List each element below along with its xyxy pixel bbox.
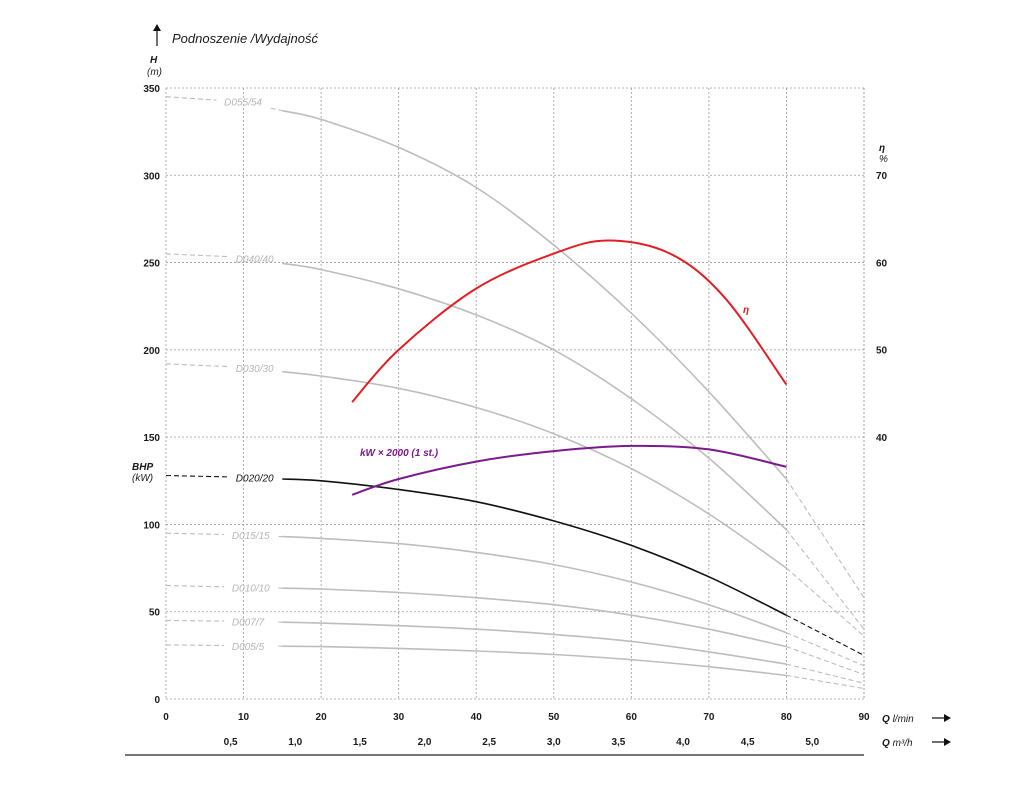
arrow-head-icon [944, 738, 951, 746]
y-tick-label: 0 [154, 695, 160, 706]
efficiency-label: η [743, 305, 749, 316]
curve-d055-54 [282, 109, 787, 480]
x-tick-label: 10 [238, 712, 250, 723]
chart-title: Podnoszenie /Wydajność [172, 31, 318, 46]
bhp-unit: (kW) [132, 473, 153, 484]
curve-label: D040/40 [236, 255, 274, 266]
curve-d010-10 [282, 587, 787, 648]
curve-label: D007/7 [232, 617, 265, 628]
y-tick-label: 250 [143, 259, 160, 270]
curve-d040-40-dash-left [165, 253, 229, 258]
labels: 0 50 100 150 200 250 300 350 40 50 60 70 0 10 20 30 40 50… [125, 24, 951, 756]
curve-d015-15 [282, 535, 787, 634]
curve-d055-54-dash-right [785, 478, 865, 599]
y2-axis-label: η [879, 143, 885, 154]
curve-d020-20 [282, 478, 787, 616]
x2-tick-label: 3,5 [611, 737, 625, 748]
y-axis-unit: (m) [147, 67, 162, 78]
curve-label: D030/30 [236, 364, 274, 375]
x-tick-label: 30 [393, 712, 405, 723]
curve-label: D005/5 [232, 642, 265, 653]
x-tick-label: 60 [626, 712, 638, 723]
x2-tick-label: 3,0 [547, 737, 561, 748]
curve-d015-15-dash-right [786, 632, 865, 667]
x-tick-label: 20 [316, 712, 328, 723]
y-tick-label: 200 [143, 346, 160, 357]
curve-efficiency [351, 239, 788, 403]
curve-d005-5 [282, 645, 787, 677]
arrow-head-icon [944, 714, 951, 722]
curve-d055-54-dash-mid [270, 107, 283, 112]
curves [165, 96, 865, 690]
x-tick-label: 70 [703, 712, 715, 723]
curve-d007-7-dash-left [165, 619, 225, 622]
curve-d020-20-dash-right [786, 614, 865, 656]
curve-label: D055/54 [224, 98, 262, 109]
x-tick-label: 40 [471, 712, 483, 723]
curve-d015-15-dash-left [165, 532, 225, 536]
x2-tick-label: 1,0 [288, 737, 302, 748]
arrow-head-icon [153, 24, 161, 31]
grid [165, 87, 865, 700]
curve-label: D010/10 [232, 583, 270, 594]
x2-tick-label: 2,5 [482, 737, 496, 748]
x2-tick-label: 4,5 [741, 737, 755, 748]
x-tick-label: 0 [163, 712, 169, 723]
curve-power [351, 444, 787, 496]
x2-tick-label: 0,5 [224, 737, 238, 748]
curve-d007-7 [282, 621, 787, 665]
y2-tick-label: 70 [876, 171, 888, 182]
curve-d010-10-dash-left [165, 584, 225, 588]
x-tick-label: 90 [858, 712, 870, 723]
x-axis-label: Q l/min [882, 714, 914, 725]
x2-axis-label: Q m³/h [882, 738, 913, 749]
power-label: kW × 2000 (1 st.) [360, 448, 439, 459]
x-tick-label: 50 [548, 712, 560, 723]
y-tick-label: 350 [143, 84, 160, 95]
y-tick-label: 150 [143, 433, 160, 444]
bhp-label: BHP [132, 462, 153, 473]
y2-tick-label: 40 [876, 433, 888, 444]
y-tick-label: 100 [143, 520, 160, 531]
curve-label: D020/20 [236, 474, 274, 485]
curve-d030-30-dash-right [786, 567, 865, 637]
y-tick-label: 300 [143, 171, 160, 182]
x2-tick-label: 4,0 [676, 737, 690, 748]
curve-d040-40 [282, 262, 787, 531]
curve-d010-10-dash-right [786, 646, 865, 676]
curve-label: D015/15 [232, 531, 270, 542]
x2-tick-label: 1,5 [353, 737, 367, 748]
curve-d020-20-dash-left [165, 474, 229, 478]
x2-tick-label: 2,0 [418, 737, 432, 748]
x-tick-label: 80 [781, 712, 793, 723]
y-axis-label: H [150, 55, 158, 66]
y-tick-label: 50 [149, 608, 161, 619]
x2-tick-label: 5,0 [805, 737, 819, 748]
curve-d005-5-dash-right [786, 674, 865, 690]
curve-d005-5-dash-left [165, 644, 225, 647]
curve-d055-54-dash-left [165, 96, 217, 101]
curve-d030-30 [282, 370, 787, 569]
curve-d007-7-dash-right [786, 663, 865, 684]
curve-d030-30-dash-left [165, 363, 229, 368]
curve-d040-40-dash-right [785, 529, 865, 630]
y2-axis-unit: % [879, 154, 888, 165]
y2-tick-label: 50 [876, 346, 888, 357]
y2-tick-label: 60 [876, 258, 888, 269]
